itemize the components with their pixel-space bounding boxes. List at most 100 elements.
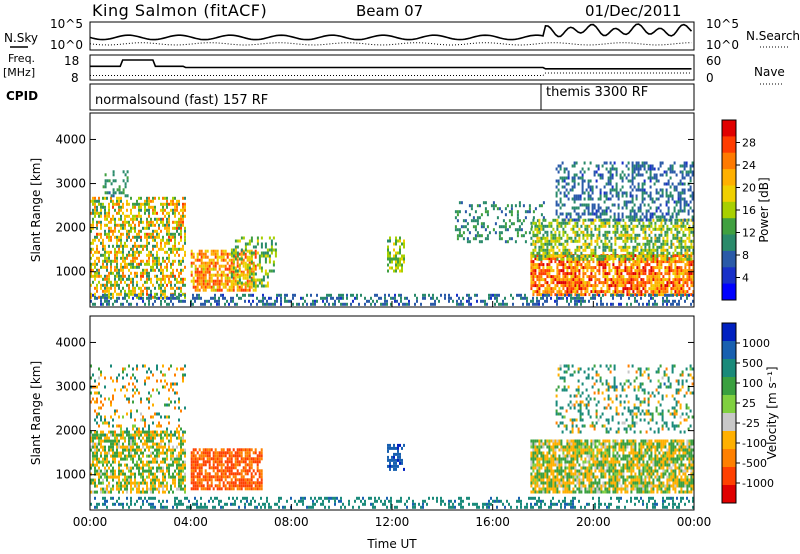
data-pixel <box>557 164 560 168</box>
data-pixel <box>538 302 540 306</box>
data-pixel <box>146 223 148 227</box>
data-pixel <box>594 296 596 300</box>
data-pixel <box>556 266 559 270</box>
data-pixel <box>162 223 164 227</box>
data-pixel <box>638 233 641 237</box>
data-pixel <box>662 245 665 249</box>
data-pixel <box>644 263 647 267</box>
data-pixel <box>166 457 168 461</box>
data-pixel <box>642 293 645 297</box>
data-pixel <box>246 257 249 261</box>
data-pixel <box>104 185 107 189</box>
data-pixel <box>90 292 92 296</box>
data-pixel <box>596 236 599 240</box>
data-pixel <box>677 197 680 201</box>
data-pixel <box>132 442 134 446</box>
data-pixel <box>120 205 122 209</box>
data-pixel <box>128 430 130 434</box>
data-pixel <box>260 284 263 288</box>
data-pixel <box>611 194 614 198</box>
data-pixel <box>214 249 217 253</box>
data-pixel <box>128 286 130 290</box>
data-pixel <box>691 209 694 213</box>
data-pixel <box>126 481 128 485</box>
data-pixel <box>114 223 116 227</box>
data-pixel <box>248 288 251 292</box>
data-pixel <box>530 266 533 270</box>
data-pixel <box>550 293 553 297</box>
data-pixel <box>584 233 587 237</box>
data-pixel <box>176 286 178 290</box>
data-pixel <box>224 276 227 280</box>
data-pixel <box>174 226 176 230</box>
data-pixel <box>252 272 255 276</box>
data-pixel <box>631 164 634 168</box>
data-pixel <box>118 286 120 290</box>
data-pixel <box>118 433 120 437</box>
data-pixel <box>238 273 241 277</box>
data-pixel <box>559 191 562 195</box>
data-pixel <box>691 161 694 165</box>
data-pixel <box>128 475 130 479</box>
data-pixel <box>194 273 197 277</box>
data-pixel <box>236 269 239 273</box>
data-pixel <box>662 248 665 252</box>
data-pixel <box>550 233 553 237</box>
data-pixel <box>546 284 549 288</box>
data-pixel <box>202 267 205 271</box>
data-pixel <box>114 179 117 183</box>
data-pixel <box>270 251 273 255</box>
data-pixel <box>120 191 123 195</box>
data-pixel <box>678 242 681 246</box>
data-pixel <box>114 442 116 446</box>
data-pixel <box>110 194 113 198</box>
data-pixel <box>564 245 567 249</box>
data-pixel <box>280 302 282 306</box>
data-pixel <box>658 272 661 276</box>
data-pixel <box>272 248 275 252</box>
data-pixel <box>692 293 694 297</box>
data-pixel <box>164 259 166 263</box>
data-pixel <box>625 191 628 195</box>
data-pixel <box>496 207 499 211</box>
data-pixel <box>94 442 96 446</box>
data-pixel <box>178 280 180 284</box>
data-pixel <box>563 170 566 174</box>
data-pixel <box>615 194 618 198</box>
data-pixel <box>100 481 102 485</box>
data-pixel <box>338 296 340 300</box>
data-pixel <box>598 227 601 231</box>
data-pixel <box>614 248 617 252</box>
data-pixel <box>184 238 186 242</box>
data-pixel <box>652 272 655 276</box>
data-pixel <box>512 222 515 226</box>
data-pixel <box>182 466 184 470</box>
data-pixel <box>638 302 640 306</box>
data-pixel <box>622 278 625 282</box>
data-pixel <box>670 227 673 231</box>
data-pixel <box>108 229 110 233</box>
data-pixel <box>212 252 215 256</box>
data-pixel <box>672 257 675 261</box>
data-pixel <box>584 248 587 252</box>
data-pixel <box>663 215 666 219</box>
data-pixel <box>626 278 629 282</box>
data-pixel <box>605 218 608 222</box>
data-pixel <box>687 173 690 177</box>
data-pixel <box>690 245 693 249</box>
data-pixel <box>222 282 225 286</box>
data-pixel <box>110 196 112 200</box>
data-pixel <box>500 225 503 229</box>
data-pixel <box>178 220 180 224</box>
data-pixel <box>162 457 164 461</box>
data-pixel <box>559 200 562 204</box>
data-pixel <box>162 478 164 482</box>
data-pixel <box>172 271 174 275</box>
data-pixel <box>146 220 148 224</box>
data-pixel <box>148 436 150 440</box>
data-pixel <box>108 226 110 230</box>
data-pixel <box>176 463 178 467</box>
data-pixel <box>659 203 662 207</box>
data-pixel <box>504 225 507 229</box>
data-pixel <box>632 224 635 228</box>
